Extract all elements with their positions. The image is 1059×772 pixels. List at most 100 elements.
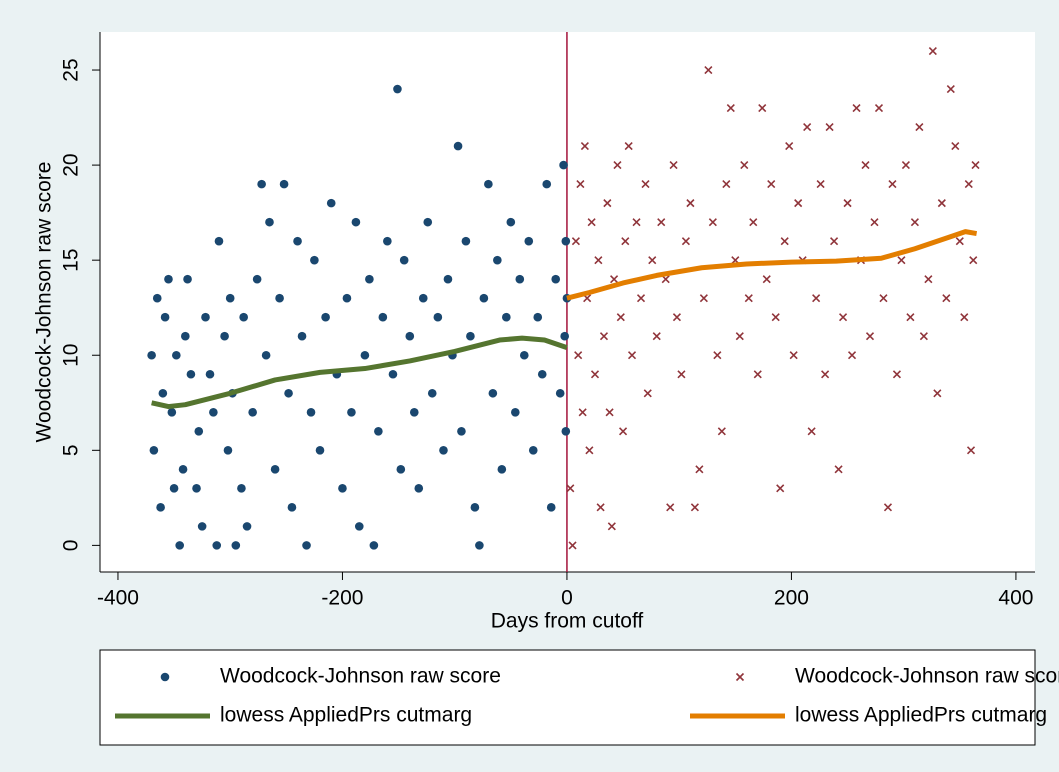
x-marker bbox=[648, 256, 657, 265]
dot-marker bbox=[524, 236, 534, 246]
dot-marker bbox=[172, 350, 181, 360]
dot-marker bbox=[287, 503, 297, 512]
y-tick-label: 10 bbox=[60, 344, 83, 367]
dot-marker bbox=[453, 141, 463, 151]
x-marker bbox=[767, 180, 776, 189]
x-marker bbox=[740, 161, 749, 170]
x-marker bbox=[785, 142, 794, 151]
y-tick-label: 25 bbox=[60, 58, 83, 81]
dot-marker bbox=[231, 541, 241, 550]
dot-marker bbox=[223, 446, 233, 455]
x-tick-label: 200 bbox=[774, 587, 809, 610]
dot-marker bbox=[149, 446, 159, 455]
x-marker bbox=[834, 465, 843, 474]
dot-marker bbox=[257, 179, 266, 189]
dot-marker bbox=[183, 274, 192, 284]
x-marker bbox=[838, 313, 848, 322]
dot-marker bbox=[555, 388, 565, 398]
x-marker bbox=[574, 351, 583, 360]
x-marker bbox=[807, 427, 816, 436]
dot-marker bbox=[443, 274, 453, 284]
x-marker bbox=[919, 332, 928, 341]
x-marker bbox=[852, 103, 861, 113]
lowess-line bbox=[151, 335, 568, 410]
x-marker bbox=[594, 256, 603, 265]
dot-marker bbox=[338, 484, 347, 493]
dot-marker bbox=[248, 407, 257, 417]
dot-marker bbox=[225, 293, 235, 303]
x-marker bbox=[636, 294, 646, 303]
dot-marker bbox=[164, 274, 173, 284]
x-marker bbox=[865, 332, 875, 341]
x-marker bbox=[666, 503, 675, 512]
dot-marker bbox=[279, 179, 289, 189]
x-marker bbox=[960, 313, 969, 322]
dot-marker bbox=[360, 350, 370, 360]
x-marker bbox=[966, 446, 976, 455]
x-tick-label: -400 bbox=[97, 587, 139, 610]
dot-marker bbox=[475, 541, 484, 550]
x-marker bbox=[607, 522, 616, 531]
x-marker bbox=[695, 465, 704, 474]
dot-marker bbox=[427, 388, 437, 398]
dot-marker bbox=[220, 331, 229, 341]
dot-marker bbox=[493, 255, 502, 265]
x-marker bbox=[713, 351, 722, 360]
x-marker bbox=[578, 408, 587, 417]
dot-marker bbox=[409, 407, 419, 417]
x-marker bbox=[632, 218, 641, 227]
x-marker bbox=[753, 370, 762, 379]
x-marker bbox=[603, 199, 612, 208]
legend-label: Woodcock-Johnson raw score bbox=[220, 665, 501, 688]
dot-marker bbox=[515, 274, 525, 284]
dot-marker bbox=[178, 465, 188, 474]
dot-marker bbox=[310, 255, 319, 265]
x-marker bbox=[657, 218, 666, 227]
dot-marker bbox=[414, 484, 424, 493]
dot-marker bbox=[383, 236, 392, 246]
dot-marker bbox=[284, 388, 293, 398]
dot-marker bbox=[186, 369, 196, 379]
dot-marker bbox=[559, 160, 568, 170]
x-marker bbox=[643, 389, 652, 398]
x-marker bbox=[928, 46, 937, 56]
dot-marker bbox=[158, 388, 168, 398]
x-marker bbox=[571, 237, 580, 246]
dot-marker bbox=[306, 407, 316, 417]
x-marker bbox=[879, 294, 888, 303]
x-marker bbox=[969, 256, 978, 265]
dot-marker bbox=[542, 179, 552, 189]
dot-marker bbox=[396, 465, 406, 474]
legend-label: Woodcock-Johnson raw score bbox=[795, 665, 1059, 688]
x-marker bbox=[794, 199, 803, 208]
dot-marker bbox=[152, 293, 162, 303]
x-marker bbox=[883, 503, 893, 512]
legend bbox=[99, 649, 1036, 746]
dot-marker bbox=[433, 312, 443, 322]
dot-marker bbox=[156, 503, 165, 512]
dot-marker bbox=[502, 312, 511, 322]
x-marker bbox=[942, 294, 951, 303]
dot-marker bbox=[470, 503, 480, 512]
x-marker bbox=[580, 142, 589, 151]
dot-marker bbox=[511, 407, 520, 417]
dot-marker bbox=[297, 331, 307, 341]
x-marker bbox=[874, 103, 884, 113]
dot-marker bbox=[197, 522, 207, 531]
x-marker bbox=[771, 313, 780, 322]
dot-marker bbox=[181, 331, 190, 341]
dot-marker bbox=[405, 331, 415, 341]
dot-marker bbox=[237, 484, 246, 493]
x-marker bbox=[735, 332, 744, 341]
dot-marker bbox=[561, 236, 571, 246]
x-marker bbox=[964, 180, 973, 189]
dot-marker bbox=[265, 217, 274, 227]
dot-marker bbox=[369, 541, 379, 550]
dot-marker bbox=[423, 217, 433, 227]
dot-marker bbox=[388, 369, 398, 379]
x-marker bbox=[901, 161, 910, 170]
x-marker bbox=[699, 294, 708, 303]
x-marker bbox=[897, 256, 906, 265]
x-marker bbox=[669, 161, 678, 170]
lowess-line bbox=[566, 229, 978, 301]
